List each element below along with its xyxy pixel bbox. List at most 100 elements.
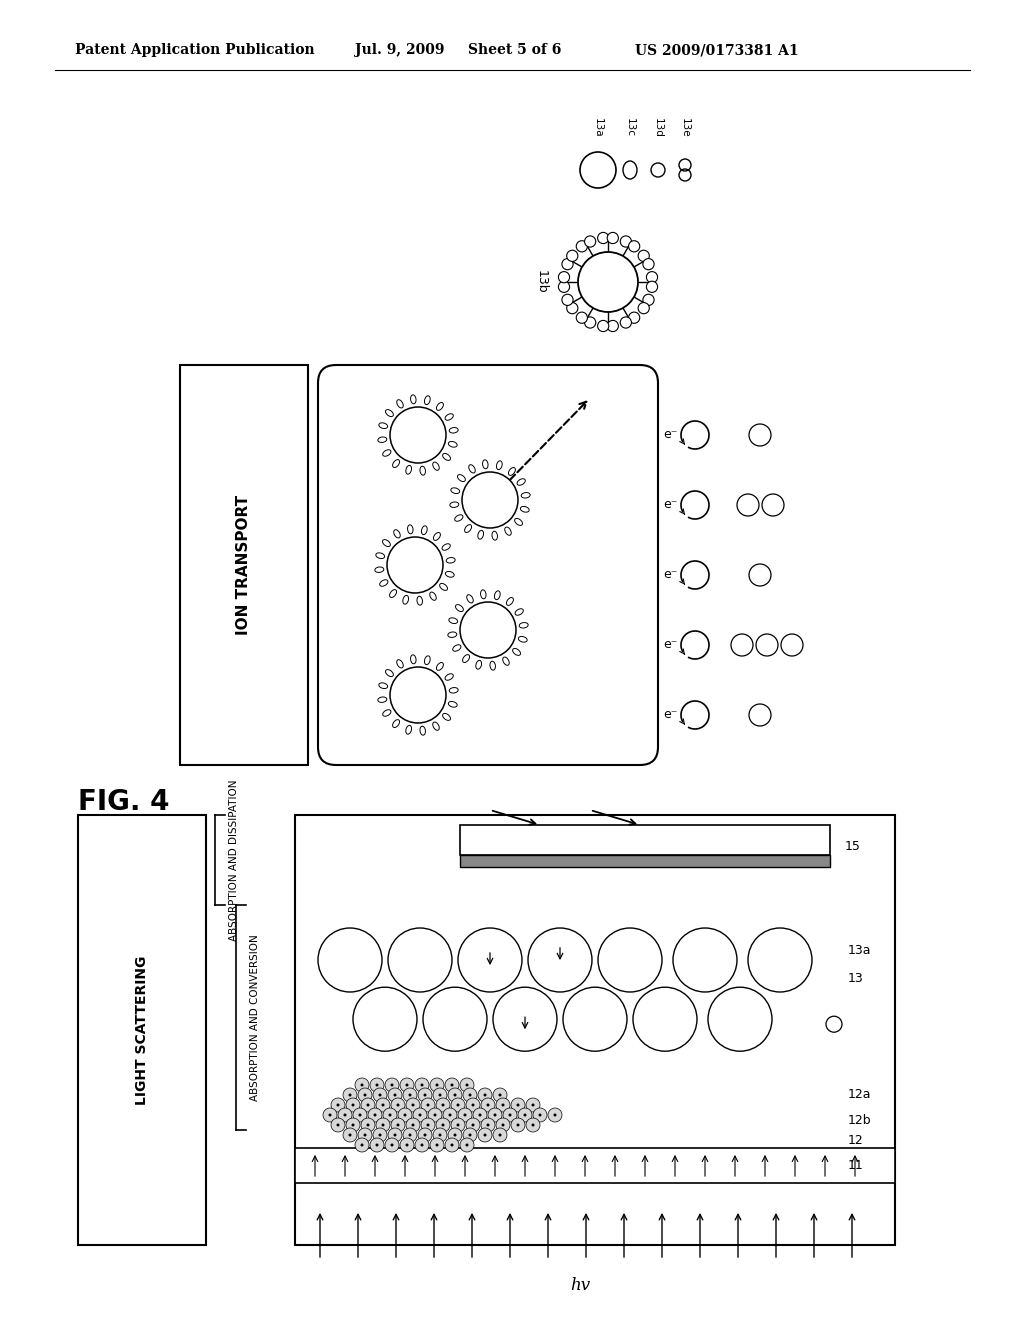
Circle shape: [346, 1098, 360, 1111]
Circle shape: [629, 240, 640, 252]
Circle shape: [451, 1143, 454, 1147]
Ellipse shape: [378, 437, 387, 442]
Circle shape: [451, 1084, 454, 1086]
Circle shape: [364, 1093, 367, 1097]
Circle shape: [531, 1123, 535, 1126]
Circle shape: [421, 1143, 424, 1147]
Circle shape: [458, 928, 522, 993]
Circle shape: [412, 1123, 415, 1126]
Circle shape: [511, 1118, 525, 1133]
Circle shape: [358, 1114, 361, 1117]
Circle shape: [478, 1129, 492, 1142]
Circle shape: [361, 1118, 375, 1133]
Circle shape: [360, 1084, 364, 1086]
Circle shape: [496, 1118, 510, 1133]
Circle shape: [400, 1078, 414, 1092]
Ellipse shape: [417, 597, 423, 605]
Circle shape: [418, 1088, 432, 1102]
Ellipse shape: [383, 540, 390, 546]
Circle shape: [469, 1093, 471, 1097]
Circle shape: [478, 1088, 492, 1102]
Circle shape: [360, 1143, 364, 1147]
Circle shape: [621, 317, 632, 329]
Circle shape: [708, 987, 772, 1051]
Circle shape: [406, 1118, 420, 1133]
Circle shape: [430, 1138, 444, 1152]
Ellipse shape: [433, 462, 439, 470]
Circle shape: [558, 281, 569, 293]
Bar: [460, 825, 830, 855]
Circle shape: [368, 1107, 382, 1122]
Ellipse shape: [476, 660, 481, 669]
Circle shape: [428, 1107, 442, 1122]
Circle shape: [516, 1123, 519, 1126]
Circle shape: [441, 1104, 444, 1106]
Ellipse shape: [430, 593, 436, 601]
Circle shape: [445, 1138, 459, 1152]
Text: 13d: 13d: [653, 117, 663, 137]
Circle shape: [457, 1123, 460, 1126]
Ellipse shape: [422, 525, 427, 535]
Ellipse shape: [406, 726, 412, 734]
Ellipse shape: [442, 713, 451, 721]
Circle shape: [539, 1114, 542, 1117]
Circle shape: [534, 1107, 547, 1122]
Circle shape: [391, 1118, 406, 1133]
Ellipse shape: [467, 595, 473, 603]
Circle shape: [451, 1098, 465, 1111]
Circle shape: [358, 1088, 372, 1102]
Circle shape: [466, 1118, 480, 1133]
Ellipse shape: [518, 636, 527, 642]
Circle shape: [577, 240, 588, 252]
Circle shape: [457, 1104, 460, 1106]
Circle shape: [415, 1138, 429, 1152]
Circle shape: [390, 1084, 393, 1086]
Text: FIG. 4: FIG. 4: [78, 788, 170, 816]
Ellipse shape: [433, 722, 439, 730]
Circle shape: [486, 1123, 489, 1126]
Circle shape: [646, 281, 657, 293]
FancyBboxPatch shape: [318, 366, 658, 766]
Ellipse shape: [515, 519, 522, 525]
Circle shape: [469, 1134, 471, 1137]
Circle shape: [629, 312, 640, 323]
Text: 13a: 13a: [593, 119, 603, 137]
Text: Patent Application Publication: Patent Application Publication: [75, 44, 314, 57]
Circle shape: [361, 1098, 375, 1111]
Bar: [295, 814, 895, 1245]
Circle shape: [481, 1118, 495, 1133]
Bar: [295, 1148, 895, 1183]
Ellipse shape: [436, 663, 443, 671]
Circle shape: [418, 1129, 432, 1142]
Text: ABSORPTION AND CONVERSION: ABSORPTION AND CONVERSION: [250, 935, 260, 1101]
Circle shape: [499, 1093, 502, 1097]
Circle shape: [445, 1078, 459, 1092]
Circle shape: [443, 1107, 457, 1122]
Ellipse shape: [465, 524, 472, 532]
Ellipse shape: [458, 475, 465, 482]
Circle shape: [460, 1078, 474, 1092]
Text: 12a: 12a: [848, 1089, 871, 1101]
Circle shape: [454, 1093, 457, 1097]
Circle shape: [421, 1098, 435, 1111]
Circle shape: [473, 1107, 487, 1122]
Ellipse shape: [383, 450, 391, 457]
Circle shape: [383, 1107, 397, 1122]
Ellipse shape: [442, 544, 451, 550]
Circle shape: [388, 1129, 402, 1142]
Circle shape: [355, 1138, 369, 1152]
Circle shape: [748, 928, 812, 993]
Circle shape: [438, 1134, 441, 1137]
Circle shape: [343, 1129, 357, 1142]
Ellipse shape: [497, 461, 502, 470]
Circle shape: [388, 928, 452, 993]
Ellipse shape: [505, 527, 511, 536]
Ellipse shape: [379, 422, 388, 429]
Circle shape: [566, 302, 578, 314]
Ellipse shape: [406, 466, 412, 474]
Circle shape: [598, 321, 609, 331]
Circle shape: [403, 1129, 417, 1142]
Circle shape: [523, 1114, 526, 1117]
Circle shape: [496, 1098, 510, 1111]
Circle shape: [338, 1107, 352, 1122]
